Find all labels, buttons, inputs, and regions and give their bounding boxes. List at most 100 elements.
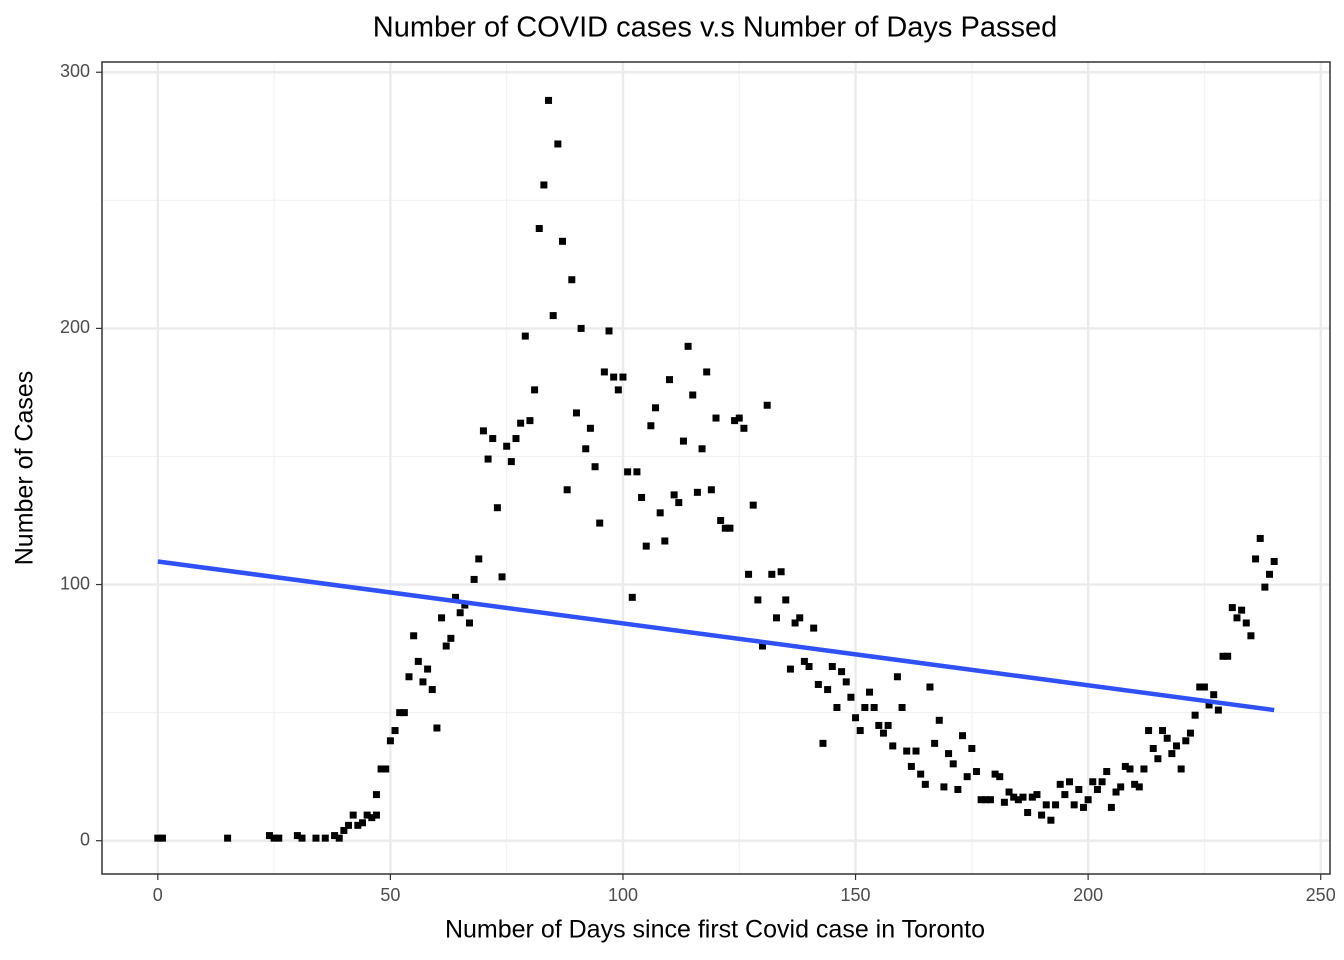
point [479,427,487,435]
point [1056,780,1064,788]
point [884,721,892,729]
point [763,401,771,409]
point [312,834,320,842]
point [638,493,646,501]
point [1052,801,1060,809]
point [1135,783,1143,791]
point [1238,606,1246,614]
point [1186,729,1194,737]
point [456,609,464,617]
point [698,445,706,453]
point [549,312,557,320]
point [1070,801,1078,809]
point [656,509,664,517]
point [1177,765,1185,773]
point [465,619,473,627]
point [986,796,994,804]
point [893,673,901,681]
point [442,642,450,650]
point [1196,683,1204,691]
point [1266,570,1274,578]
point [949,760,957,768]
point [842,678,850,686]
point [1024,809,1032,817]
point [577,324,585,332]
x-tick-label: 50 [380,885,400,905]
point [982,796,990,804]
point [540,181,548,189]
point [1219,652,1227,660]
x-tick-label: 200 [1073,885,1103,905]
point [959,732,967,740]
point [321,834,329,842]
y-axis-label: Number of Cases [11,371,39,566]
point [470,575,478,583]
point [726,524,734,532]
y-tick-label: 200 [60,317,90,337]
point [526,417,534,425]
point [545,96,553,104]
point [1103,768,1111,776]
point [963,773,971,781]
point [912,747,920,755]
point [772,614,780,622]
point [670,491,678,499]
point [531,386,539,394]
point [1256,534,1264,542]
point [945,750,953,758]
point [805,663,813,671]
point [1033,791,1041,799]
point [614,386,622,394]
point [1098,778,1106,786]
point [652,404,660,412]
point [1117,783,1125,791]
point [1145,727,1153,735]
panel-border [101,61,1331,875]
point [452,593,460,601]
point [372,791,380,799]
point [572,409,580,417]
point [1019,793,1027,801]
point [898,704,906,712]
point [363,811,371,819]
point [400,709,408,717]
point [498,573,506,581]
point [1228,604,1236,612]
point [461,601,469,609]
point [1107,803,1115,811]
point [917,770,925,778]
point [1084,796,1092,804]
point [1005,788,1013,796]
point [875,721,883,729]
point [475,555,483,563]
point [1224,652,1232,660]
point [405,673,413,681]
point [693,488,701,496]
point [786,665,794,673]
point [345,821,353,829]
point [512,435,520,443]
point [382,765,390,773]
point [972,768,980,776]
point [275,834,283,842]
point [438,614,446,622]
point [331,832,339,840]
point [996,773,1004,781]
point [624,468,632,476]
point [386,737,394,745]
point [610,373,618,381]
point [810,624,818,632]
point [582,445,590,453]
point [968,744,976,752]
point [1066,778,1074,786]
point [1247,632,1255,640]
point [661,537,669,545]
point [605,327,613,335]
point [600,368,608,376]
point [396,709,404,717]
point [1010,793,1018,801]
point [1159,727,1167,735]
point [689,391,697,399]
point [1038,811,1046,819]
